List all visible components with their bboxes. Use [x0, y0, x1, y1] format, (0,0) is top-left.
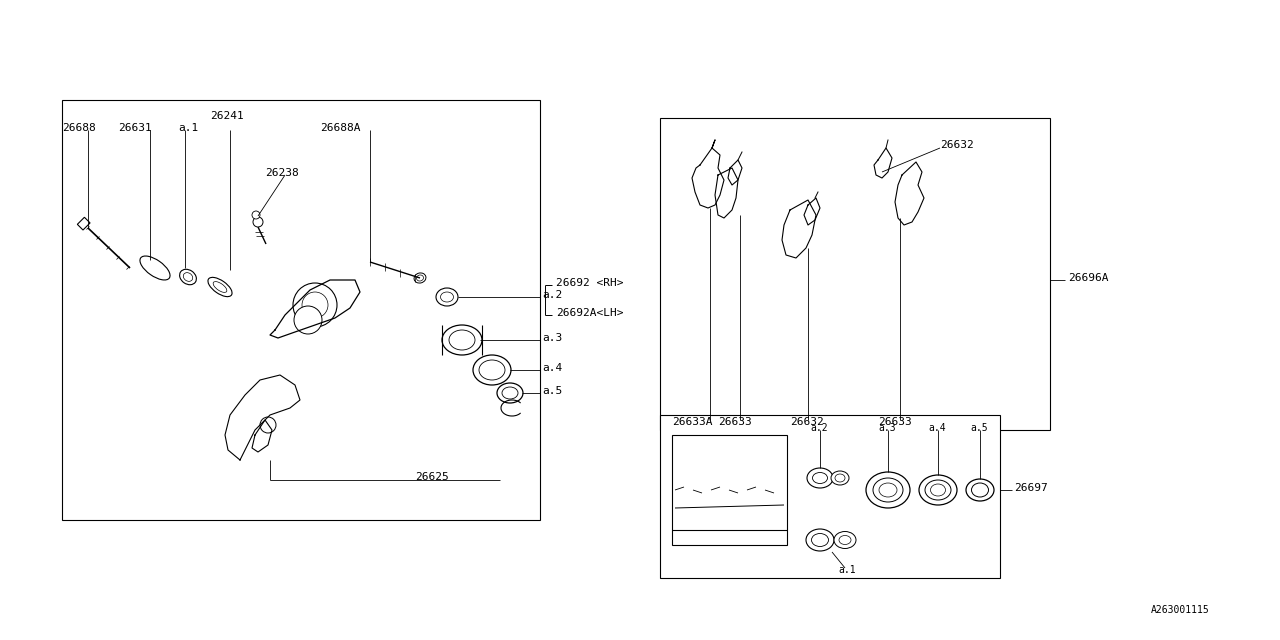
Text: 26688: 26688: [61, 123, 96, 133]
Ellipse shape: [813, 472, 827, 483]
Text: 26692 <RH>: 26692 <RH>: [556, 278, 623, 288]
Circle shape: [252, 211, 260, 219]
Circle shape: [260, 417, 276, 433]
Ellipse shape: [479, 360, 506, 380]
Ellipse shape: [140, 256, 170, 280]
Text: 26633: 26633: [878, 417, 911, 427]
Ellipse shape: [179, 269, 196, 285]
Text: 26632: 26632: [790, 417, 824, 427]
Ellipse shape: [812, 534, 828, 547]
Ellipse shape: [835, 474, 845, 482]
Ellipse shape: [931, 484, 946, 496]
Text: 26688A: 26688A: [320, 123, 361, 133]
Text: 26692A<LH>: 26692A<LH>: [556, 308, 623, 318]
Text: a.4: a.4: [541, 363, 562, 373]
Ellipse shape: [831, 471, 849, 485]
Circle shape: [293, 283, 337, 327]
Circle shape: [302, 292, 328, 318]
Text: a.3: a.3: [541, 333, 562, 343]
Ellipse shape: [925, 480, 951, 500]
Ellipse shape: [806, 468, 833, 488]
Ellipse shape: [436, 288, 458, 306]
Text: 26697: 26697: [1014, 483, 1048, 493]
Text: 26631: 26631: [118, 123, 152, 133]
Ellipse shape: [835, 531, 856, 548]
Bar: [77, 217, 90, 230]
Ellipse shape: [966, 479, 995, 501]
Text: a.2: a.2: [541, 290, 562, 300]
Ellipse shape: [214, 282, 227, 292]
Bar: [672, 435, 787, 545]
Text: 26696A: 26696A: [1068, 273, 1108, 283]
Ellipse shape: [207, 277, 232, 296]
Ellipse shape: [867, 472, 910, 508]
Text: a.5: a.5: [970, 423, 988, 433]
Ellipse shape: [474, 355, 511, 385]
Ellipse shape: [873, 478, 902, 502]
Text: a.1: a.1: [178, 123, 198, 133]
Text: 26241: 26241: [210, 111, 243, 121]
Bar: [660, 118, 1050, 430]
Text: a.2: a.2: [810, 423, 828, 433]
Text: a.1: a.1: [838, 565, 855, 575]
Text: 26238: 26238: [265, 168, 298, 178]
Text: a.3: a.3: [878, 423, 896, 433]
Circle shape: [253, 217, 262, 227]
Ellipse shape: [919, 475, 957, 505]
Ellipse shape: [416, 275, 424, 281]
Ellipse shape: [442, 325, 483, 355]
Ellipse shape: [183, 273, 193, 282]
Circle shape: [294, 306, 323, 334]
Text: a.5: a.5: [541, 386, 562, 396]
Bar: [61, 100, 540, 520]
Ellipse shape: [879, 483, 897, 497]
Ellipse shape: [972, 483, 988, 497]
Text: 26625: 26625: [415, 472, 449, 482]
Text: a.4: a.4: [928, 423, 946, 433]
Ellipse shape: [413, 273, 426, 283]
Ellipse shape: [440, 292, 453, 302]
Ellipse shape: [502, 387, 518, 399]
Ellipse shape: [497, 383, 524, 403]
Text: A263001115: A263001115: [1151, 605, 1210, 615]
Text: 26632: 26632: [940, 140, 974, 150]
Ellipse shape: [806, 529, 835, 551]
Text: 26633: 26633: [718, 417, 751, 427]
Bar: [660, 415, 1000, 578]
Ellipse shape: [838, 536, 851, 545]
Text: 26633A: 26633A: [672, 417, 713, 427]
Ellipse shape: [449, 330, 475, 350]
